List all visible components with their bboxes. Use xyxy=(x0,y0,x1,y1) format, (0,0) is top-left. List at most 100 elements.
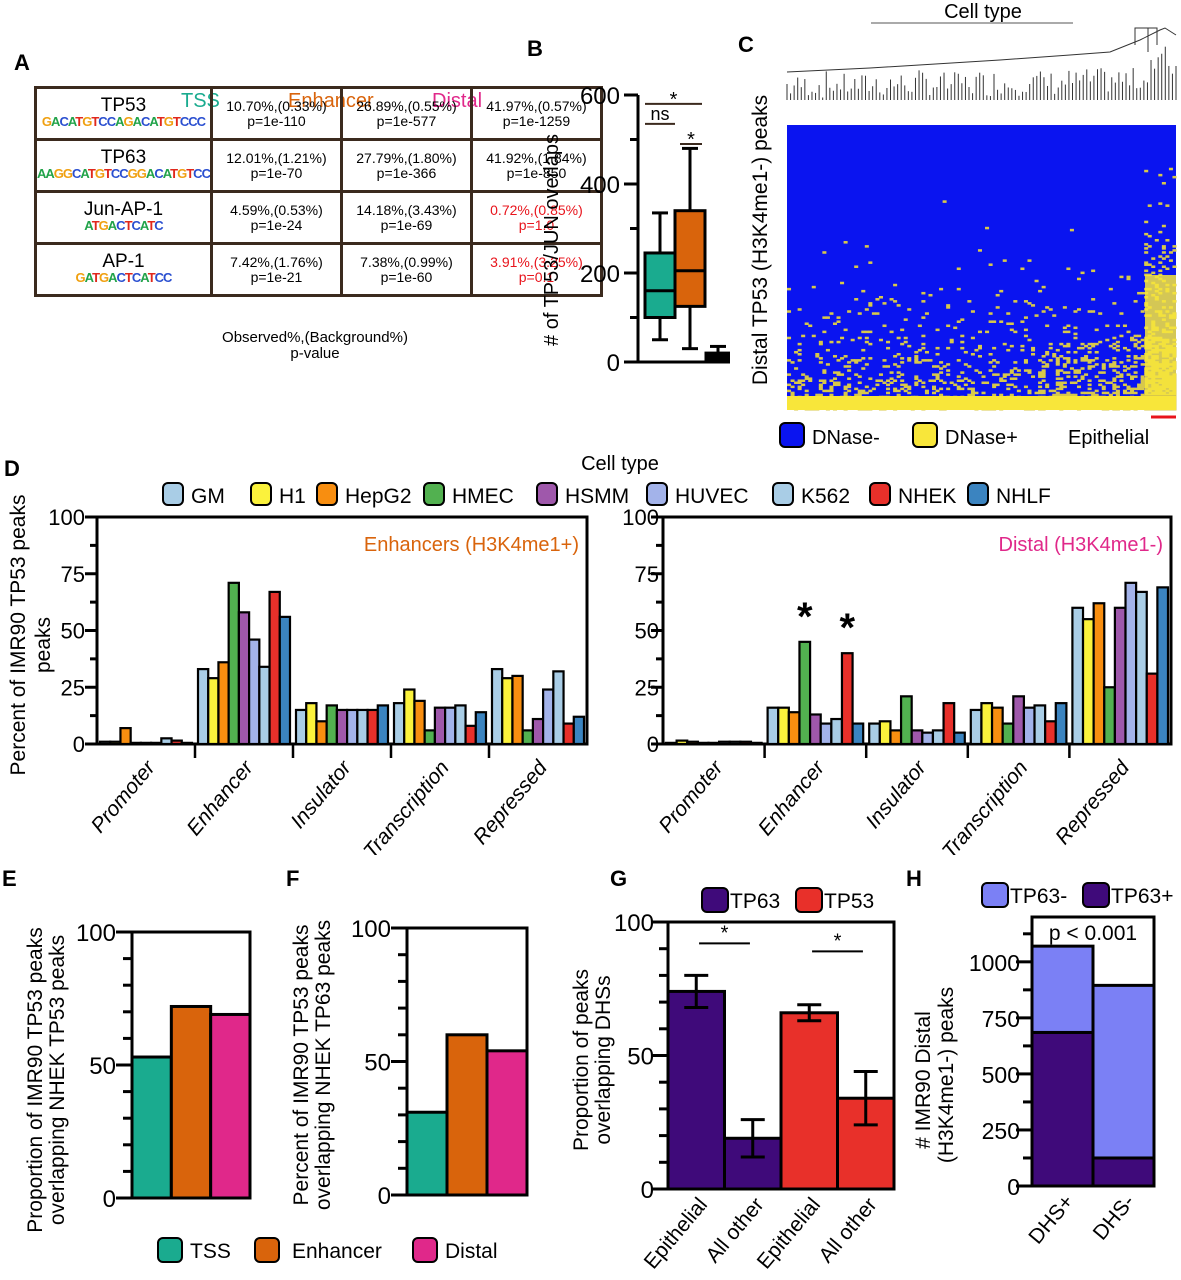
heatmap-cell xyxy=(1140,375,1145,378)
heatmap-cell xyxy=(935,375,940,378)
bar-h1 xyxy=(501,677,514,746)
heatmap-cell xyxy=(1055,381,1060,385)
heatmap-cell xyxy=(1165,204,1170,207)
heatmap-cell xyxy=(992,359,997,362)
bar-segment-tp63-pos xyxy=(1030,1030,1095,1188)
heatmap-cell xyxy=(1126,330,1131,334)
heatmap-cell xyxy=(1009,344,1014,348)
heatmap-cell xyxy=(1108,344,1113,348)
heatmap-cell xyxy=(1087,365,1092,368)
heatmap-cell xyxy=(854,373,859,376)
heatmap-cell xyxy=(1045,306,1050,309)
heatmap-cell xyxy=(960,371,965,374)
heatmap-cell xyxy=(832,381,838,385)
heatmap-cell xyxy=(882,381,887,385)
heatmap-title: Cell type xyxy=(944,1,1022,23)
heatmap-cell xyxy=(921,342,926,346)
heatmap-cell xyxy=(797,381,802,385)
motif-cell: TP53 GACATGTCCAGACATGTCCC xyxy=(34,86,213,141)
heatmap-cell xyxy=(850,338,855,342)
heatmap-cell xyxy=(946,387,951,391)
heatmap-cell xyxy=(981,375,986,378)
heatmap-cell xyxy=(804,389,809,393)
x-tick-label: Enhancer xyxy=(182,756,258,840)
motif-name: AP-1 xyxy=(102,250,145,272)
heatmap-cell xyxy=(818,383,823,387)
heatmap-cell xyxy=(1115,375,1120,378)
bar-gm xyxy=(1071,606,1085,746)
heatmap-cell xyxy=(946,373,951,376)
heatmap-cell xyxy=(868,304,873,307)
heatmap-cell xyxy=(878,296,883,299)
heatmap-cell xyxy=(804,393,809,397)
bar-k562 xyxy=(830,717,844,746)
heatmap-cell xyxy=(832,355,838,358)
bar-gm xyxy=(392,702,406,746)
heatmap-cell xyxy=(977,346,982,350)
heatmap-cell xyxy=(825,363,830,366)
heatmap-cell xyxy=(836,340,841,344)
heatmap-cell xyxy=(843,385,848,389)
heatmap-cell xyxy=(914,355,919,358)
enrichment-cell: 4.59%,(0.53%) p=1e-24 xyxy=(209,190,343,245)
heatmap-cell xyxy=(1151,257,1156,260)
p-value: p=1e-1259 xyxy=(502,112,571,129)
heatmap-cell xyxy=(946,324,951,328)
heatmap-cell xyxy=(1115,365,1120,368)
bar-nhek xyxy=(840,652,854,746)
heatmap-cell xyxy=(1009,328,1014,332)
heatmap-cell xyxy=(921,346,926,350)
heatmap-cell xyxy=(797,379,802,382)
heatmap-cell xyxy=(900,342,905,346)
bar-nhlf xyxy=(180,741,194,746)
heatmap-cell xyxy=(836,316,841,319)
bar-hmec xyxy=(1001,722,1015,746)
y-tick-label: 100 xyxy=(76,920,116,947)
heatmap-cell xyxy=(1112,342,1117,346)
motif-row: TP53 GACATGTCCAGACATGTCCC 10.70%,(0.33%) p=… xyxy=(34,86,603,141)
heatmap-cell xyxy=(893,283,898,287)
x-tick-label: Promoter xyxy=(87,756,161,838)
heatmap-cell xyxy=(903,389,908,393)
bar-hmec xyxy=(129,741,142,746)
heatmap-cell xyxy=(1168,251,1173,254)
legend-label-tp63: TP63 xyxy=(730,890,780,913)
heatmap-cell xyxy=(1165,255,1170,258)
heatmap-cell xyxy=(794,367,799,370)
category-insulator xyxy=(294,702,390,746)
category-repressed xyxy=(1071,581,1170,746)
heatmap-cell xyxy=(818,357,823,360)
heatmap-cell xyxy=(1062,381,1067,385)
heatmap-cell xyxy=(1080,359,1085,362)
heatmap-cell xyxy=(942,381,947,385)
heatmap-cell xyxy=(787,287,792,291)
heatmap-cell xyxy=(1055,369,1060,372)
heatmap-cell xyxy=(1009,383,1014,387)
bar-k562 xyxy=(258,665,271,746)
heatmap-cell xyxy=(815,355,820,358)
heatmap-cell xyxy=(1172,265,1177,268)
x-tick-label: Repressed xyxy=(469,755,553,849)
heatmap-cell xyxy=(893,389,898,393)
heatmap-cell xyxy=(787,359,792,362)
enrichment-cell: 0.72%,(0.85%) p=1.0 xyxy=(469,190,603,245)
heatmap-cell xyxy=(797,348,802,352)
heatmap-cell xyxy=(787,383,792,387)
heatmap-cell xyxy=(1115,344,1120,348)
heatmap-cell xyxy=(886,387,891,391)
bar-hsmm xyxy=(531,717,545,746)
heatmap-cell xyxy=(1112,385,1117,389)
heatmap-cell xyxy=(878,373,883,376)
p-value: p=1e-69 xyxy=(380,216,433,233)
x-tick-label: Insulator xyxy=(286,756,356,833)
heatmap-cell xyxy=(935,365,940,368)
heatmap-cell xyxy=(1013,377,1018,380)
heatmap-cell xyxy=(871,387,876,391)
heatmap-cell xyxy=(970,393,975,397)
heatmap-cell xyxy=(822,369,827,372)
heatmap-cell xyxy=(1009,393,1014,397)
y-axis-label: # of TP53/JUN overlaps xyxy=(541,134,563,346)
heatmap-cell xyxy=(935,346,940,350)
heatmap-cell xyxy=(1034,279,1039,283)
